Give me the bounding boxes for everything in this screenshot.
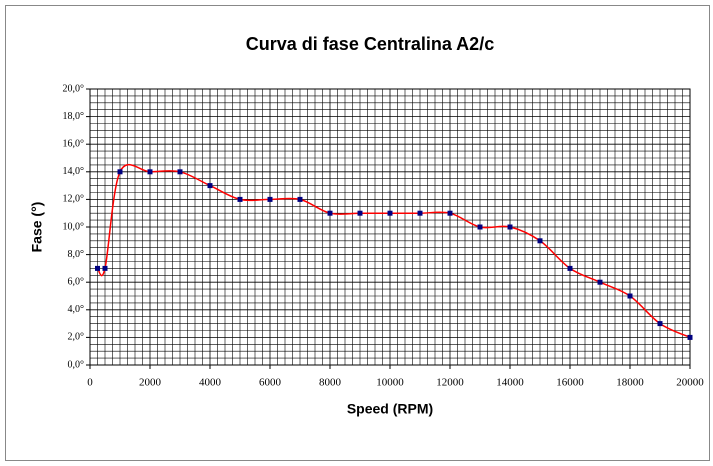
- point: [657, 321, 663, 327]
- x-tick-label: 6000: [259, 377, 282, 389]
- point: [387, 210, 393, 216]
- point: [327, 210, 333, 216]
- y-tick-label: 14,0°: [63, 166, 85, 177]
- point: [237, 196, 243, 202]
- point: [297, 196, 303, 202]
- point: [477, 224, 483, 230]
- point: [147, 169, 153, 175]
- point: [597, 279, 603, 285]
- y-tick-label: 8,0°: [68, 249, 85, 260]
- point: [567, 265, 573, 271]
- point: [177, 169, 183, 175]
- point: [537, 238, 543, 244]
- y-tick-label: 0,0°: [68, 359, 85, 370]
- y-tick-label: 18,0°: [63, 111, 85, 122]
- x-tick-label: 10000: [376, 377, 404, 389]
- point: [207, 183, 213, 189]
- chart-title: Curva di fase Centralina A2/c: [246, 34, 494, 54]
- y-tick-label: 4,0°: [68, 304, 85, 315]
- point: [447, 210, 453, 216]
- y-tick-label: 10,0°: [63, 221, 85, 232]
- point: [687, 334, 693, 340]
- point: [627, 293, 633, 299]
- x-tick-label: 14000: [496, 377, 524, 389]
- x-tick-label: 2000: [139, 377, 162, 389]
- y-tick-label: 16,0°: [63, 138, 85, 149]
- y-tick-label: 2,0°: [68, 332, 85, 343]
- x-tick-label: 16000: [556, 377, 584, 389]
- x-tick-label: 18000: [616, 377, 644, 389]
- point: [267, 196, 273, 202]
- x-tick-label: 4000: [199, 377, 222, 389]
- point: [357, 210, 363, 216]
- x-tick-label: 20000: [676, 377, 704, 389]
- point: [102, 265, 108, 271]
- point: [507, 224, 513, 230]
- point: [117, 169, 123, 175]
- y-tick-label: 20,0°: [63, 83, 85, 94]
- y-tick-label: 6,0°: [68, 276, 85, 287]
- x-tick-label: 12000: [436, 377, 464, 389]
- y-axis-label: Fase (°): [29, 202, 45, 253]
- y-tick-label: 12,0°: [63, 194, 85, 205]
- line: [96, 163, 691, 339]
- x-tick-label: 8000: [319, 377, 342, 389]
- point: [417, 210, 423, 216]
- plot-border: [89, 88, 691, 366]
- point: [95, 265, 100, 271]
- x-tick-label: 0: [87, 377, 93, 389]
- x-axis-label: Speed (RPM): [347, 401, 433, 417]
